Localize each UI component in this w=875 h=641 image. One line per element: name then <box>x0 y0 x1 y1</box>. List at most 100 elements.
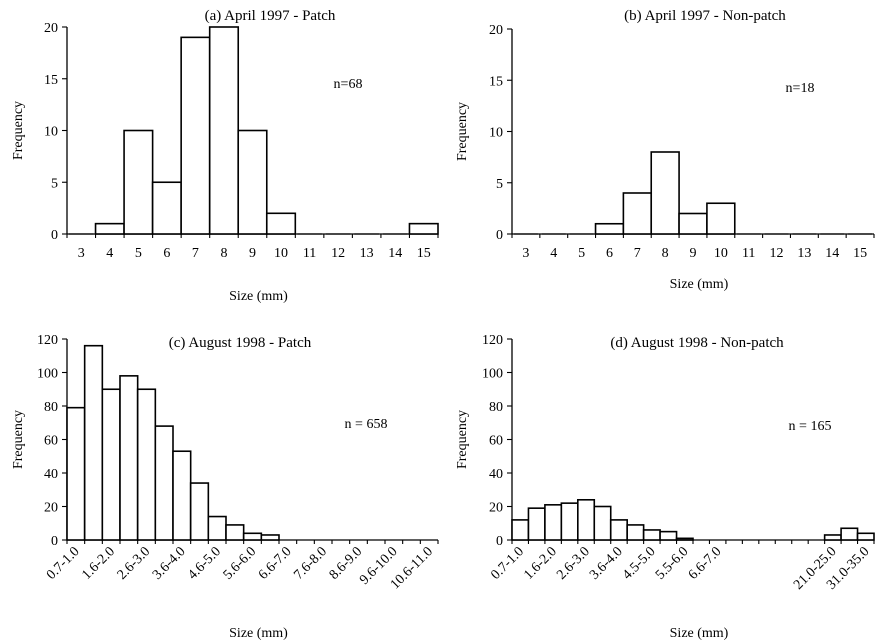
bar <box>678 212 708 235</box>
bar <box>189 482 210 541</box>
bar <box>527 507 546 541</box>
x-tick-label: 13 <box>360 246 374 261</box>
x-tick-label: 14 <box>388 246 402 261</box>
y-tick-label: 40 <box>44 467 58 482</box>
y-tick-label: 20 <box>44 21 58 36</box>
y-tick-label: 80 <box>44 400 58 415</box>
y-tick-label: 60 <box>44 434 58 449</box>
x-tick-label: 10 <box>274 246 288 261</box>
y-tick-label: 40 <box>489 467 503 482</box>
bar <box>237 129 268 235</box>
bar <box>544 504 563 541</box>
bar <box>560 502 579 541</box>
chart-title: (b) April 1997 - Non-patch <box>624 8 786 24</box>
x-tick-label: 8 <box>220 246 227 261</box>
bar <box>408 222 439 235</box>
y-tick-label: 80 <box>489 400 503 415</box>
x-tick-label: 7 <box>634 246 641 261</box>
bar <box>151 181 182 235</box>
x-tick-label: 7 <box>192 246 199 261</box>
x-tick-label: 11 <box>303 246 316 261</box>
bar <box>622 192 653 235</box>
sample-size-annotation: n = 165 <box>789 419 832 434</box>
x-tick-label: 9 <box>690 246 697 261</box>
y-tick-label: 10 <box>44 125 58 140</box>
x-tick-label: 1.6-2.0 <box>79 544 118 583</box>
x-tick-label: 0.7-1.0 <box>44 544 83 583</box>
x-tick-label: 6.6-7.0 <box>256 544 295 583</box>
bar <box>242 532 263 541</box>
x-tick-label: 15 <box>853 246 867 261</box>
bar <box>83 344 104 541</box>
bar <box>260 534 280 541</box>
y-axis-label: Frequency <box>455 410 470 469</box>
y-tick-label: 100 <box>482 367 503 382</box>
x-tick-label: 9 <box>249 246 256 261</box>
bar <box>154 425 174 541</box>
bar <box>675 537 694 541</box>
x-axis-label: Size (mm) <box>670 277 729 292</box>
x-tick-label: 0.7-1.0 <box>488 544 527 583</box>
x-tick-label: 4.5-5.0 <box>620 544 659 583</box>
x-tick-label: 3 <box>78 246 85 261</box>
x-tick-label: 4 <box>550 246 557 261</box>
sample-size-annotation: n=18 <box>786 81 815 96</box>
sample-size-annotation: n = 658 <box>345 417 388 432</box>
x-tick-label: 5.6-6.0 <box>221 544 260 583</box>
y-tick-label: 15 <box>44 73 58 88</box>
y-tick-label: 15 <box>489 74 503 89</box>
x-axis-label: Size (mm) <box>229 626 288 641</box>
bar <box>94 222 125 235</box>
x-tick-label: 13 <box>797 246 811 261</box>
bar <box>642 529 661 541</box>
x-tick-label: 11 <box>742 246 755 261</box>
x-tick-label: 3 <box>522 246 529 261</box>
x-tick-label: 15 <box>417 246 431 261</box>
chart-title: (c) August 1998 - Patch <box>169 335 312 351</box>
bar <box>123 129 154 235</box>
y-axis-label: Frequency <box>11 410 26 469</box>
bar <box>626 524 645 541</box>
x-tick-label: 4.6-5.0 <box>185 544 224 583</box>
x-tick-label: 12 <box>770 246 784 261</box>
bar <box>225 524 245 541</box>
x-tick-label: 5 <box>578 246 585 261</box>
y-tick-label: 0 <box>51 228 58 243</box>
y-tick-label: 120 <box>37 333 58 348</box>
y-tick-label: 120 <box>482 333 503 348</box>
y-tick-label: 60 <box>489 434 503 449</box>
y-tick-label: 10 <box>489 126 503 141</box>
sample-size-annotation: n=68 <box>334 77 363 92</box>
y-axis-label: Frequency <box>455 102 470 161</box>
bar <box>706 202 736 235</box>
x-tick-label: 2.6-3.0 <box>115 544 154 583</box>
x-tick-label: 6 <box>163 246 170 261</box>
x-tick-label: 8 <box>662 246 669 261</box>
bar <box>172 450 192 541</box>
y-tick-label: 5 <box>51 176 58 191</box>
bar <box>66 406 86 541</box>
x-tick-label: 6.6-7.0 <box>686 544 725 583</box>
bar <box>511 519 530 541</box>
x-tick-label: 10 <box>714 246 728 261</box>
bar <box>650 151 680 235</box>
bar <box>823 534 842 541</box>
bar <box>659 530 678 541</box>
chart-panel-a: (a) April 1997 - Patch 0 5 10 15 20 Frequency n… <box>11 8 439 304</box>
y-tick-label: 100 <box>37 367 58 382</box>
x-tick-label: 6 <box>606 246 613 261</box>
x-tick-label: 3.6-4.0 <box>587 544 626 583</box>
bar <box>840 527 859 541</box>
chart-panel-c: (c) August 1998 - Patch 0 20 40 60 80 100 120 Fr… <box>11 333 439 641</box>
bar <box>577 498 596 541</box>
y-tick-label: 20 <box>44 501 58 516</box>
bar <box>609 519 628 541</box>
y-axis-label: Frequency <box>11 101 26 160</box>
chart-title: (a) April 1997 - Patch <box>205 8 336 24</box>
bar <box>136 388 157 541</box>
x-tick-label: 12 <box>331 246 345 261</box>
bar <box>101 388 121 541</box>
bar <box>119 375 139 541</box>
y-tick-label: 20 <box>489 23 503 38</box>
